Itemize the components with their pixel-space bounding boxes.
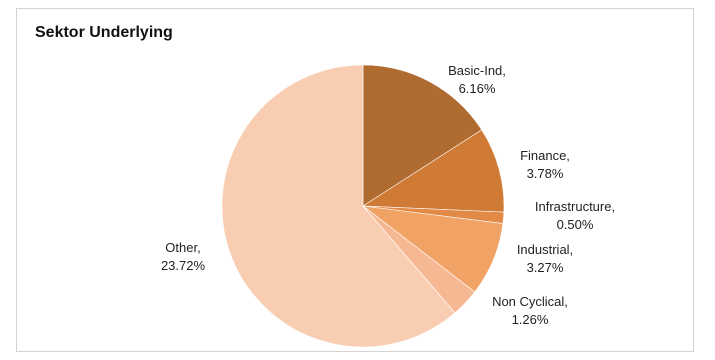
slice-label-name: Finance, xyxy=(520,148,570,163)
pie-slice xyxy=(362,64,483,207)
slice-label: Basic-Ind, 6.16% xyxy=(448,63,506,96)
slice-label-name: Other, xyxy=(165,240,200,255)
slice-label: Finance, 3.78% xyxy=(520,148,570,181)
slice-label-value: 3.27% xyxy=(527,260,564,275)
slice-label: Infrastructure, 0.50% xyxy=(535,199,615,232)
slice-label-value: 3.78% xyxy=(527,166,564,181)
slice-label: Industrial, 3.27% xyxy=(517,242,573,275)
slice-label-value: 1.26% xyxy=(512,312,549,327)
slice-label-value: 23.72% xyxy=(161,258,206,273)
slice-label-value: 6.16% xyxy=(459,81,496,96)
slice-label-name: Non Cyclical, xyxy=(492,294,568,309)
pie-slice xyxy=(221,64,456,348)
slice-label-name: Infrastructure, xyxy=(535,199,615,214)
pie-slice xyxy=(362,129,505,213)
slice-label-name: Basic-Ind, xyxy=(448,63,506,78)
slice-label-name: Industrial, xyxy=(517,242,573,257)
slice-label: Other, 23.72% xyxy=(161,240,206,273)
slice-label: Non Cyclical, 1.26% xyxy=(492,294,568,327)
chart-title: Sektor Underlying xyxy=(35,24,173,41)
slice-label-value: 0.50% xyxy=(557,217,594,232)
